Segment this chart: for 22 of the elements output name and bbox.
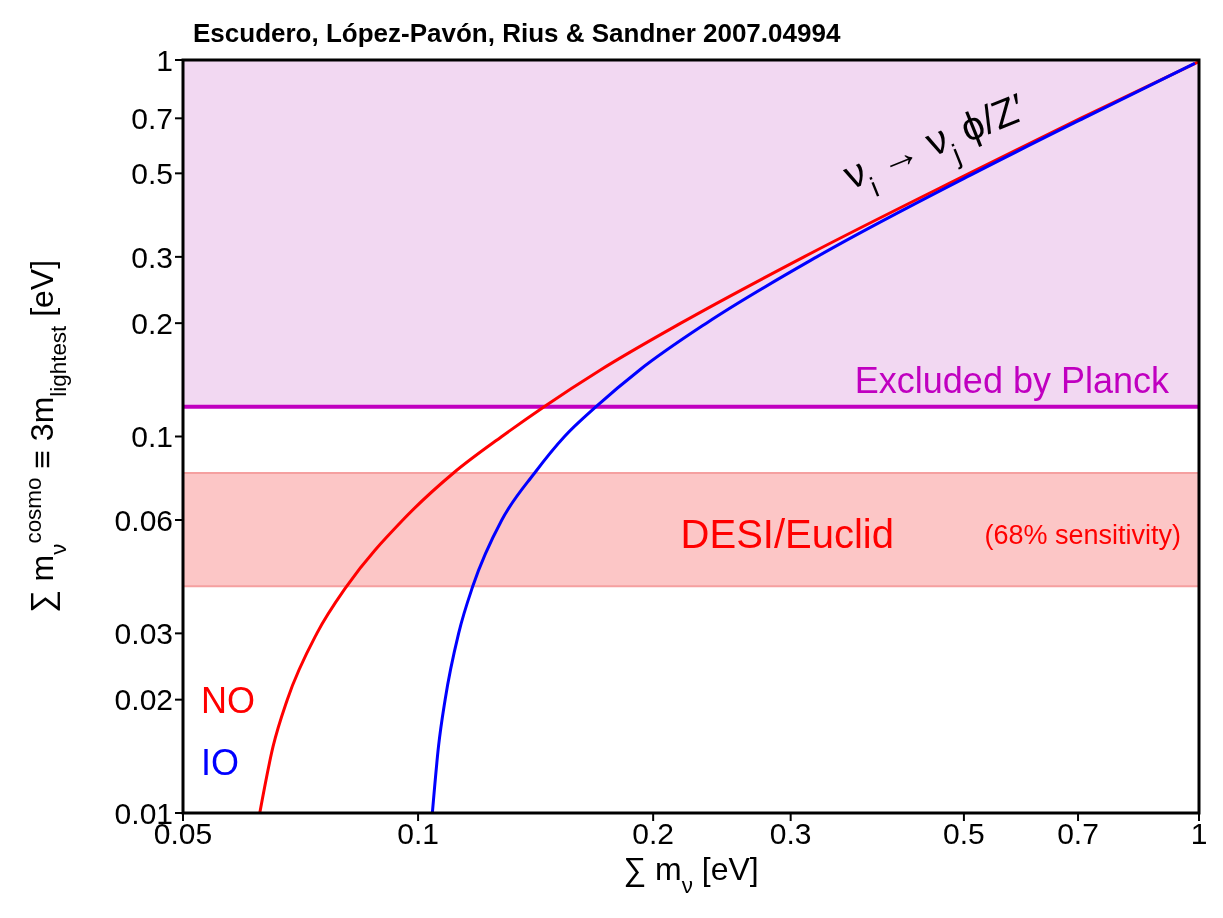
x-tick-label: 0.2 xyxy=(632,817,675,851)
series-label: NO xyxy=(201,680,255,721)
x-axis-title: ∑ m$_{ν}$ [eV] xyxy=(623,851,759,898)
x-tick-label: 0.5 xyxy=(943,817,985,851)
x-tick-label: 1 xyxy=(1190,817,1208,851)
y-tick-label: 0.7 xyxy=(131,101,173,135)
ref-line-label: Excluded by Planck xyxy=(854,359,1170,401)
y-tick-label: 1 xyxy=(156,43,173,77)
y-tick-label: 0.1 xyxy=(131,420,173,454)
annotation: (68% sensitivity) xyxy=(984,519,1181,550)
y-tick-label: 0.02 xyxy=(114,683,173,717)
x-tick-label: 0.7 xyxy=(1057,817,1099,851)
y-tick-label: 0.5 xyxy=(131,156,173,190)
chart-title: Escudero, López-Pavón, Rius & Sandner 2007.04994 xyxy=(193,18,841,48)
y-tick-label: 0.2 xyxy=(131,306,173,340)
y-tick-label: 0.03 xyxy=(114,617,173,651)
band-label: DESI/Euclid xyxy=(680,511,894,556)
x-tick-label: 0.1 xyxy=(397,817,439,851)
y-tick-label: 0.06 xyxy=(114,503,173,537)
y-tick-label: 0.3 xyxy=(131,240,173,274)
x-tick-label: 0.3 xyxy=(769,817,812,851)
text: IO xyxy=(201,742,240,783)
